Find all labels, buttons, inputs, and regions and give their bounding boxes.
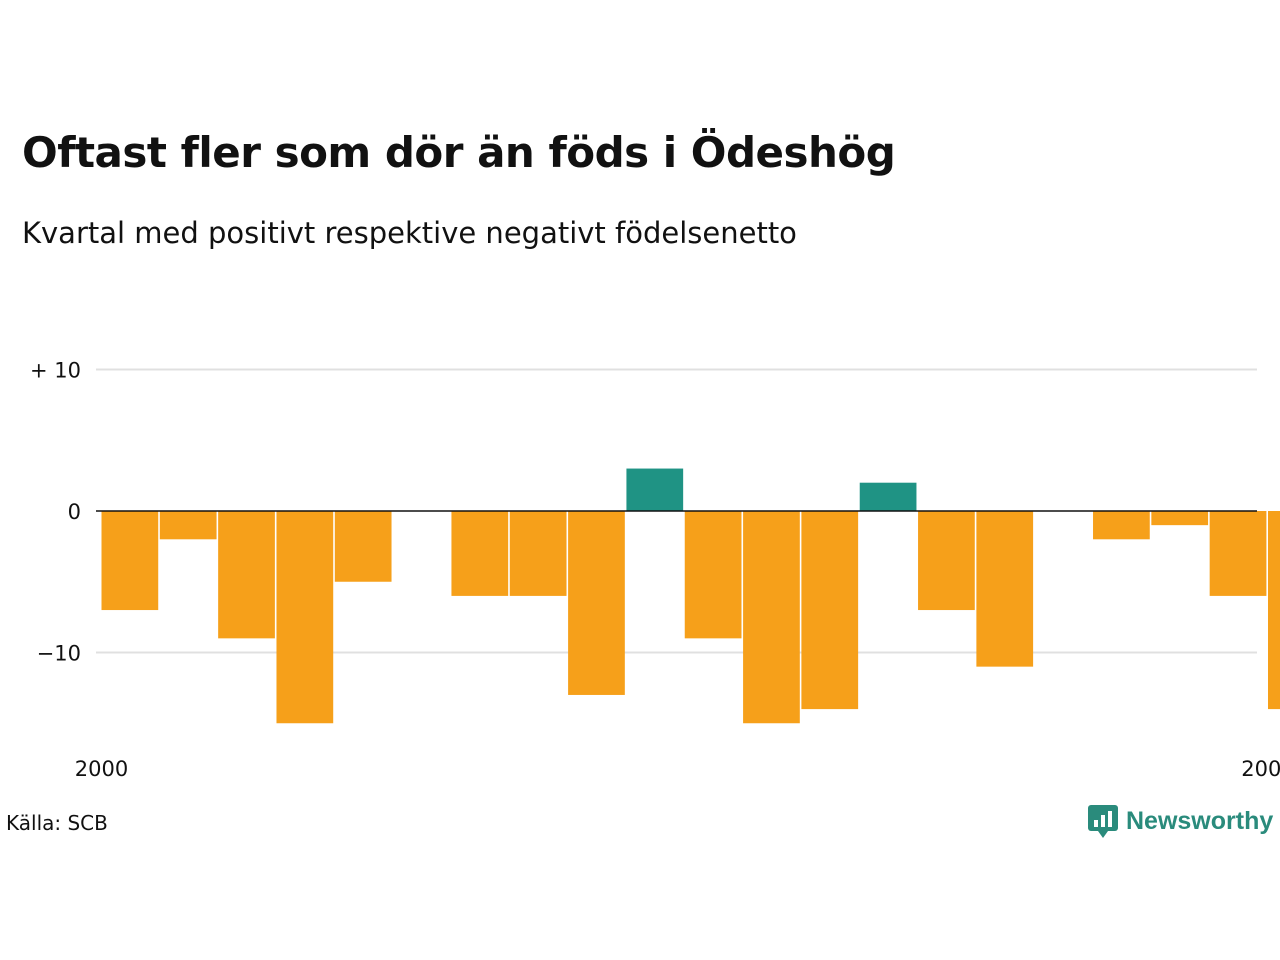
bar: [568, 511, 625, 695]
bar: [859, 482, 917, 511]
bar: [218, 511, 275, 639]
bar: [159, 511, 217, 540]
bar: [451, 511, 509, 596]
bar: [918, 511, 975, 611]
bar: [1209, 511, 1267, 596]
brand-name: Newsworthy: [1126, 806, 1274, 835]
y-tick-label: −10: [37, 642, 81, 666]
bar: [276, 511, 334, 724]
newsworthy-logo-icon: [1088, 805, 1118, 838]
bar: [1093, 511, 1150, 540]
y-axis-ticks: + 10 0 −10: [30, 359, 81, 666]
bar: [334, 511, 392, 582]
x-tick-label: 2005: [1241, 757, 1280, 781]
chart-subtitle: Kvartal med positivt respektive negativt…: [22, 216, 797, 250]
bar: [509, 511, 567, 596]
y-tick-label: + 10: [30, 359, 81, 383]
x-axis-ticks: 20002005201020152020: [75, 757, 1280, 781]
bar: [743, 511, 800, 724]
bar: [684, 511, 742, 639]
bar: [801, 511, 859, 710]
bars: [101, 468, 1280, 724]
bar: [1268, 511, 1280, 710]
brand-logo: Newsworthy: [1088, 803, 1273, 839]
y-tick-label: 0: [68, 500, 81, 524]
bar: [1151, 511, 1209, 526]
bar: [626, 468, 684, 511]
bar: [101, 511, 159, 611]
chart-title: Oftast fler som dör än föds i Ödeshög: [22, 128, 896, 177]
bar: [976, 511, 1034, 667]
x-tick-label: 2000: [75, 757, 128, 781]
source-note: Källa: SCB: [6, 811, 108, 835]
